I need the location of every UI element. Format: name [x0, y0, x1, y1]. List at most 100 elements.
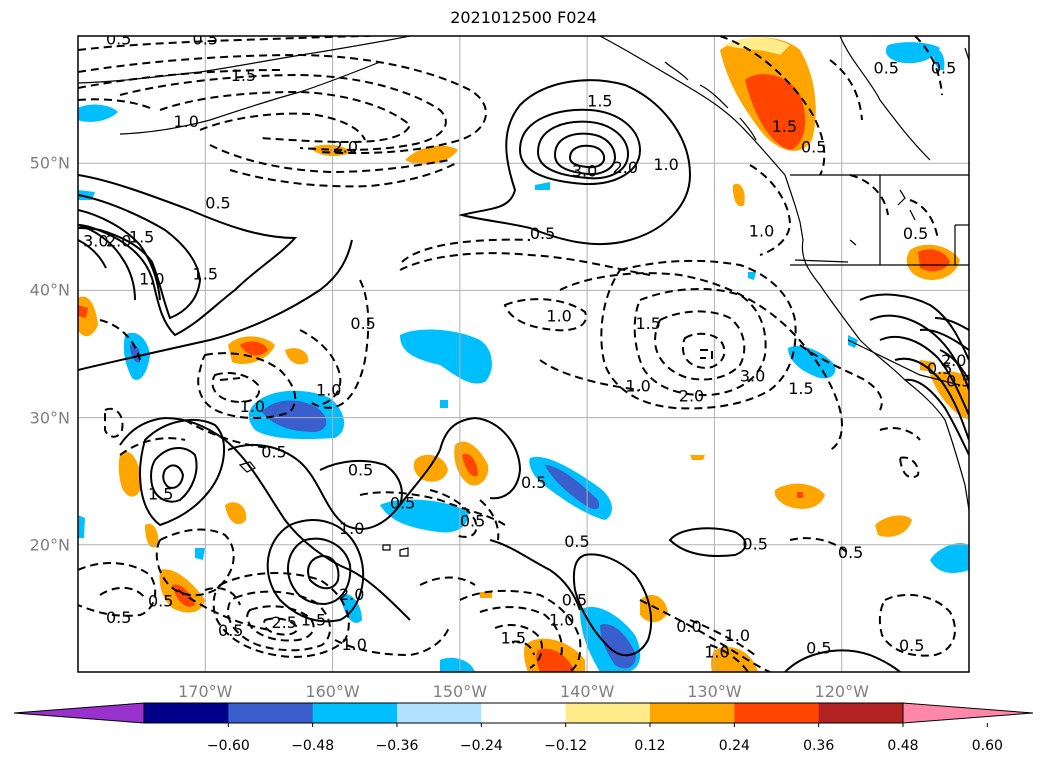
contour-label: 1.0 — [549, 611, 574, 630]
svg-text:0.5: 0.5 — [801, 137, 826, 156]
svg-text:2.0: 2.0 — [339, 585, 364, 604]
colorbar-extend-high — [902, 702, 1034, 724]
contour-label: 3.0 — [740, 366, 765, 385]
contour-label: 2.0 — [339, 585, 364, 604]
contour-label: 1.5 — [129, 228, 154, 247]
longitude-label: 150°W — [432, 682, 488, 701]
longitude-label: 120°W — [814, 682, 869, 701]
latitude-label: 50°N — [29, 153, 70, 173]
contour-label: 0.5 — [460, 511, 485, 530]
contour-label: 1.0 — [316, 380, 341, 399]
svg-text:1.0: 1.0 — [704, 642, 729, 661]
svg-text:0.5: 0.5 — [562, 590, 587, 609]
contour-label: 2.0 — [613, 158, 638, 177]
contour-label: 1.5 — [193, 265, 218, 284]
svg-text:0.5: 0.5 — [927, 359, 952, 378]
contour-labels: 0.5 0.51.51.02.01.53.0 2.0 1.00.53.02.01.51… — [83, 36, 969, 661]
colorbar-tick-label: −0.36 — [375, 738, 419, 754]
colorbar-tick-label: 0.36 — [803, 738, 835, 754]
svg-text:2.0: 2.0 — [613, 158, 638, 177]
contour-label: 0.5 — [927, 359, 952, 378]
contour-label: 0.5 — [521, 473, 546, 492]
latitude-label: 40°N — [29, 280, 70, 300]
contour-label: 0.5 — [806, 639, 831, 658]
contour-label: 1.5 — [148, 485, 173, 504]
colorbar-extend-low — [13, 702, 145, 724]
contour-label: 0.5 — [148, 592, 173, 611]
svg-text:1.0: 1.0 — [139, 270, 164, 289]
colorbar-segment — [481, 703, 567, 723]
contour-label: 1.0 — [625, 377, 650, 396]
svg-text:3.0: 3.0 — [740, 366, 765, 385]
contour-label: 1.5 — [587, 92, 612, 111]
svg-text:0.5: 0.5 — [838, 543, 863, 562]
svg-text:0.0: 0.0 — [676, 617, 701, 636]
svg-text:2.0: 2.0 — [106, 232, 131, 251]
colorbar-tick-label: 0.60 — [971, 738, 1003, 754]
colorbar-tick-label: 0.12 — [634, 738, 666, 754]
contour-label: 0.5 — [899, 636, 924, 655]
colorbar-segment — [565, 703, 651, 723]
contour-label: 0.5 — [205, 193, 230, 212]
colorbar-tick-label: −0.48 — [291, 738, 335, 754]
svg-text:1.5: 1.5 — [129, 228, 154, 247]
contour-label: 0.5 — [931, 59, 956, 78]
svg-text:1.0: 1.0 — [341, 635, 366, 654]
svg-text:0.5: 0.5 — [931, 59, 956, 78]
contour-label: 0.5 — [564, 532, 589, 551]
svg-text:0.5: 0.5 — [261, 443, 286, 462]
longitude-label: 140°W — [559, 682, 615, 701]
svg-text:1.5: 1.5 — [231, 66, 256, 85]
map-plot-area: 0.5 0.51.51.02.01.53.0 2.0 1.00.53.02.01.51… — [78, 36, 969, 672]
contour-label: 0.5 — [350, 314, 375, 333]
svg-text:0.5: 0.5 — [205, 193, 230, 212]
contour-label: 0.0 — [676, 617, 701, 636]
svg-text:0.5: 0.5 — [218, 621, 243, 640]
contour-label: 0.5 — [106, 608, 131, 627]
contour-label: 1.0 — [139, 270, 164, 289]
contour-label: 0.5 — [261, 443, 286, 462]
svg-text:0.5: 0.5 — [521, 473, 546, 492]
svg-text:0.5: 0.5 — [899, 636, 924, 655]
latitude-label: 20°N — [29, 535, 70, 555]
svg-text:0.5: 0.5 — [350, 314, 375, 333]
svg-text:1.5: 1.5 — [772, 117, 797, 136]
svg-text:0.5: 0.5 — [390, 494, 415, 513]
svg-text:0.5: 0.5 — [106, 608, 131, 627]
contour-label: 3.0 — [572, 162, 597, 181]
colorbar-tick-label: 0.24 — [718, 738, 750, 754]
svg-text:0.5: 0.5 — [348, 461, 373, 480]
svg-text:1.5: 1.5 — [587, 92, 612, 111]
contour-label: 2.0 — [333, 137, 358, 156]
svg-text:2.0: 2.0 — [679, 387, 704, 406]
svg-text:0.5: 0.5 — [530, 224, 555, 243]
contour-label: 3.0 — [83, 232, 108, 251]
colorbar-segment — [818, 703, 904, 723]
svg-text:0.5: 0.5 — [148, 592, 173, 611]
contour-label: 0.5 — [838, 543, 863, 562]
contour-label: 0.5 — [801, 137, 826, 156]
map-title: 2021012500 F024 — [450, 8, 597, 27]
svg-text:1.0: 1.0 — [339, 519, 364, 538]
contour-label: 0.5 — [946, 371, 969, 390]
svg-text:1.0: 1.0 — [316, 380, 341, 399]
svg-text:1.0: 1.0 — [173, 112, 198, 131]
negative-anomaly-region — [885, 42, 940, 64]
svg-text:1.0: 1.0 — [546, 307, 571, 326]
contour-label: 1.0 — [341, 635, 366, 654]
svg-text:1.5: 1.5 — [501, 628, 526, 647]
colorbar-tick-label: −0.60 — [206, 738, 250, 754]
contour-label: 1.0 — [725, 626, 750, 645]
svg-text:1.5: 1.5 — [193, 265, 218, 284]
contour-label: 0.5 — [106, 36, 131, 48]
svg-text:0.5: 0.5 — [806, 639, 831, 658]
longitude-label: 130°W — [687, 682, 742, 701]
svg-text:1.5: 1.5 — [148, 485, 173, 504]
latitude-label: 30°N — [29, 408, 70, 428]
contour-label: 0.5 — [742, 534, 767, 553]
contour-label: 1.0 — [749, 221, 774, 240]
contour-label: 0.5 — [390, 494, 415, 513]
longitude-label: 170°W — [178, 682, 233, 701]
contour-label: 2.0 — [941, 351, 966, 370]
